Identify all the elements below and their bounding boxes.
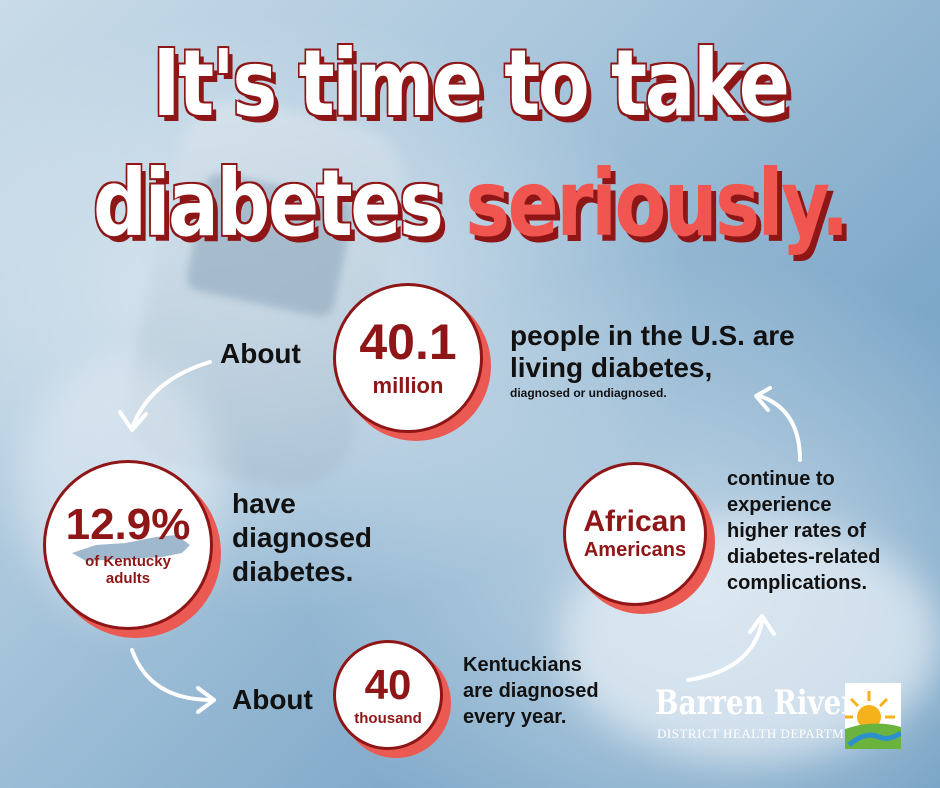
arrow-bottom-left-head <box>196 686 216 714</box>
kentucky-text-line1: have <box>232 488 296 519</box>
us-stat-circle: 40.1 million <box>333 283 483 433</box>
yearly-about-label: About <box>232 684 313 715</box>
us-text-line2: living diabetes, <box>510 352 713 383</box>
yearly-text-line2: are diagnosed <box>463 680 599 702</box>
african-americans-line1: African <box>583 504 687 538</box>
yearly-number: 40 <box>364 660 412 708</box>
arrow-bottom-left <box>130 648 214 702</box>
kentucky-stat-circle: 12.9% of Kentucky adults <box>43 460 213 630</box>
us-about-label: About <box>220 338 301 369</box>
headline-seriously: seriously. <box>465 150 849 257</box>
african-americans-line2: Americans <box>583 538 687 561</box>
kentucky-text-line3: diabetes. <box>232 556 354 587</box>
arrow-top-left <box>130 360 212 430</box>
headline-diabetes: diabetes <box>93 150 444 257</box>
african-text-line1: continue to <box>727 468 835 490</box>
us-number: 40.1 <box>359 314 457 370</box>
african-text-line5: complications. <box>727 572 868 594</box>
sun-river-logo-icon <box>845 683 901 749</box>
headline-line-2: diabetes seriously. <box>85 150 856 257</box>
arrow-bottom-right <box>686 620 764 682</box>
us-note: diagnosed or undiagnosed. <box>510 386 667 400</box>
kentucky-number: 12.9% <box>65 500 191 549</box>
african-text-line2: experience <box>727 494 832 516</box>
kentucky-unit-line2: adults <box>105 570 151 587</box>
kentucky-unit-line1: of Kentucky <box>85 553 171 570</box>
arrow-top-left-head <box>118 410 148 432</box>
arrow-right-head <box>754 386 772 412</box>
headline-line-1: It's time to take <box>152 30 790 137</box>
yearly-stat-circle: 40 thousand <box>333 640 443 750</box>
kentucky-state-shape-icon <box>72 535 190 561</box>
kentucky-text-line2: diagnosed <box>232 522 373 553</box>
arrow-bottom-right-head <box>748 614 776 636</box>
african-text-line4: diabetes-related <box>727 546 881 568</box>
us-unit: million <box>372 373 444 398</box>
yearly-text-line1: Kentuckians <box>463 654 582 676</box>
african-text-line3: higher rates of <box>727 520 866 542</box>
african-americans-circle: African Americans <box>563 462 707 606</box>
logo-name: Barren River <box>655 683 857 723</box>
arrow-right <box>758 394 802 462</box>
us-text-line1: people in the U.S. are <box>510 320 795 351</box>
yearly-unit: thousand <box>354 709 422 727</box>
yearly-text-line3: every year. <box>463 706 567 728</box>
logo-subtitle: DISTRICT HEALTH DEPARTMENT <box>657 726 871 741</box>
